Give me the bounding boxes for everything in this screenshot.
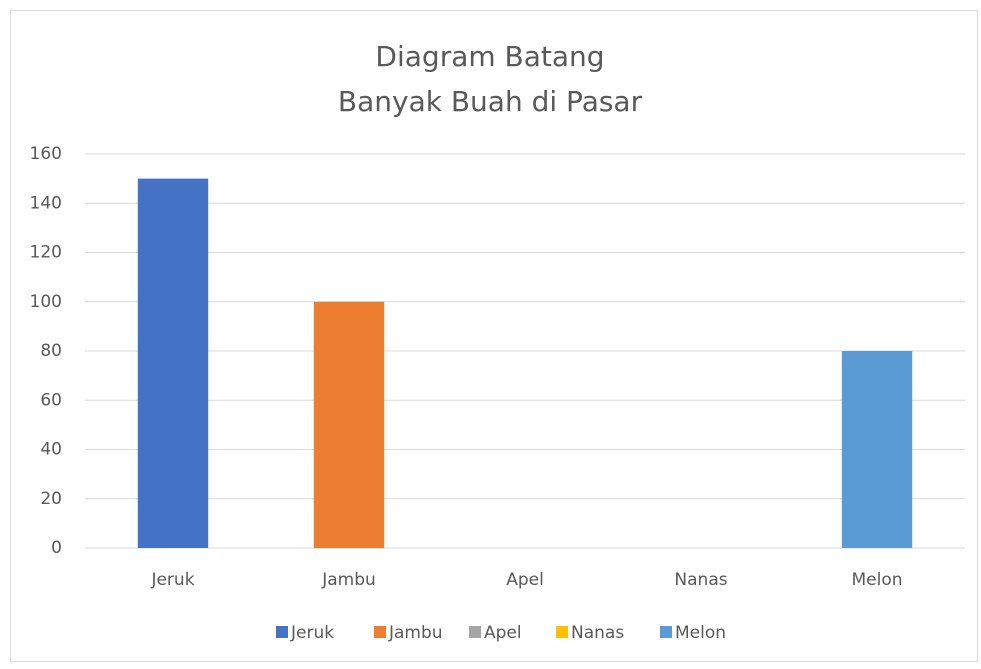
y-tick-label: 160: [30, 144, 62, 164]
legend-label: Jeruk: [290, 623, 334, 643]
legend-swatch: [556, 626, 568, 638]
y-tick-label: 140: [30, 193, 62, 213]
y-tick-label: 120: [30, 243, 62, 263]
legend-swatch: [276, 626, 288, 638]
y-tick-label: 0: [51, 538, 62, 558]
y-tick-label: 40: [40, 440, 62, 460]
bar: [313, 301, 385, 548]
y-tick-label: 80: [40, 341, 62, 361]
legend-swatch: [374, 626, 386, 638]
legend-label: Apel: [484, 623, 522, 643]
y-tick-label: 100: [30, 292, 62, 312]
legend-label: Jambu: [388, 623, 443, 643]
chart-title: Diagram Batang: [375, 40, 604, 73]
x-tick-label: Nanas: [674, 570, 727, 590]
y-tick-label: 20: [40, 489, 62, 509]
x-tick-label: Jambu: [321, 570, 376, 590]
legend-label: Nanas: [571, 623, 624, 643]
bar: [137, 178, 209, 548]
chart-subtitle: Banyak Buah di Pasar: [338, 85, 643, 118]
legend-swatch: [660, 626, 672, 638]
y-tick-label: 60: [40, 390, 62, 410]
bar: [841, 351, 913, 548]
x-tick-label: Apel: [506, 570, 544, 590]
legend-swatch: [469, 626, 481, 638]
x-tick-label: Jeruk: [150, 570, 194, 590]
x-tick-label: Melon: [851, 570, 902, 590]
legend-label: Melon: [675, 623, 726, 643]
